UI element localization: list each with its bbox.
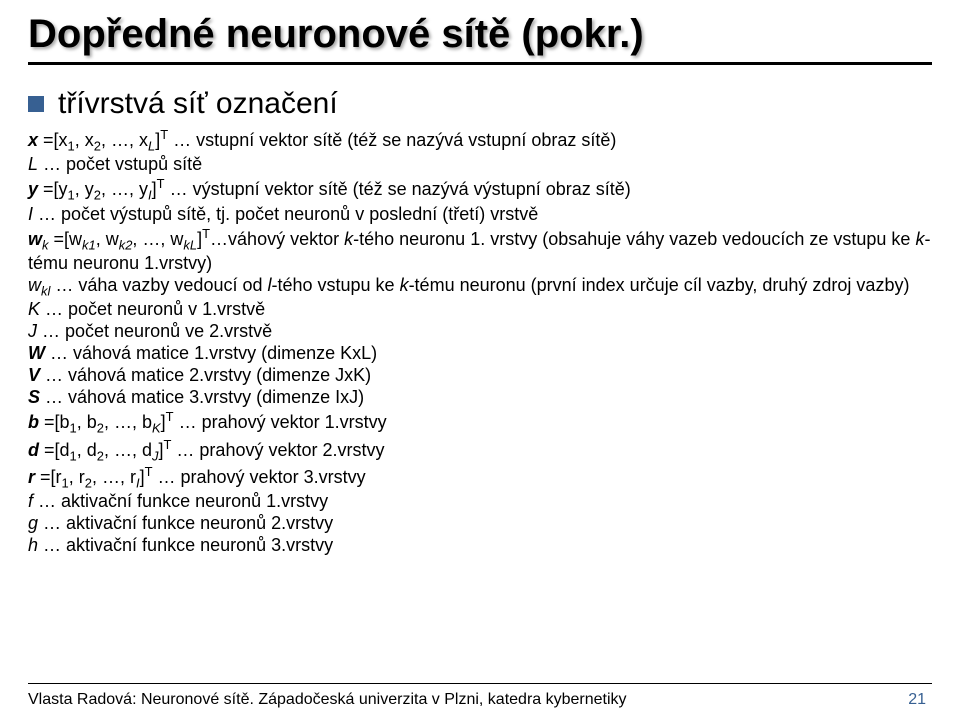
line-S: S … váhová matice 3.vrstvy (dimenze IxJ)	[28, 387, 932, 409]
slide: Dopředné neuronové sítě (pokr.) třívrstv…	[0, 0, 960, 717]
line-r: r =[r1, r2, …, rI]T … prahový vektor 3.v…	[28, 464, 932, 491]
subtitle-line: třívrstvá síť označení	[28, 87, 932, 121]
bullet-icon	[28, 96, 44, 112]
line-b: b =[b1, b2, …, bK]T … prahový vektor 1.v…	[28, 409, 932, 436]
line-K: K … počet neuronů v 1.vrstvě	[28, 299, 932, 321]
footer: Vlasta Radová: Neuronové sítě. Západočes…	[0, 683, 960, 717]
line-J: J … počet neuronů ve 2.vrstvě	[28, 321, 932, 343]
line-W: W … váhová matice 1.vrstvy (dimenze KxL)	[28, 343, 932, 365]
subtitle-text: třívrstvá síť označení	[58, 87, 338, 121]
title-block: Dopředné neuronové sítě (pokr.)	[28, 12, 932, 65]
line-x: x =[x1, x2, …, xL]T … vstupní vektor sít…	[28, 127, 932, 154]
line-h: h … aktivační funkce neuronů 3.vrstvy	[28, 535, 932, 557]
page-number: 21	[908, 691, 926, 709]
line-L: L … počet vstupů sítě	[28, 154, 932, 176]
line-d: d =[d1, d2, …, dJ]T … prahový vektor 2.v…	[28, 437, 932, 464]
slide-title: Dopředné neuronové sítě (pokr.)	[28, 12, 932, 56]
line-y: y =[y1, y2, …, yI]T … výstupní vektor sí…	[28, 176, 932, 203]
line-wk: wk =[wk1, wk2, …, wkL]T…váhový vektor k-…	[28, 226, 932, 275]
line-I: I … počet výstupů sítě, tj. počet neuron…	[28, 204, 932, 226]
line-V: V … váhová matice 2.vrstvy (dimenze JxK)	[28, 365, 932, 387]
line-wkl: wkl … váha vazby vedoucí od l-tého vstup…	[28, 275, 932, 299]
footer-text: Vlasta Radová: Neuronové sítě. Západočes…	[28, 691, 627, 709]
footer-rule	[28, 683, 932, 684]
line-f: f … aktivační funkce neuronů 1.vrstvy	[28, 491, 932, 513]
body-text: x =[x1, x2, …, xL]T … vstupní vektor sít…	[28, 127, 932, 557]
title-rule	[28, 62, 932, 65]
line-g: g … aktivační funkce neuronů 2.vrstvy	[28, 513, 932, 535]
